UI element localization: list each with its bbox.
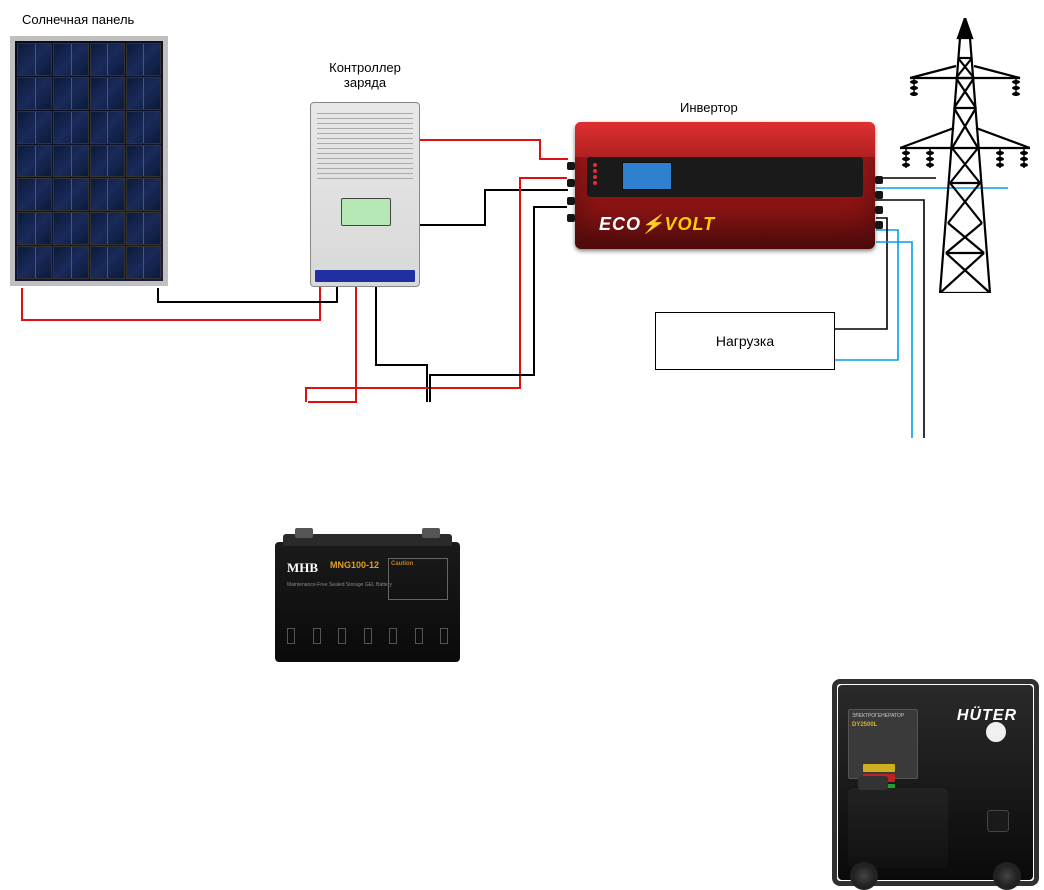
battery-caution-box: Caution (388, 558, 448, 600)
generator-control-panel: ЭЛЕКТРОГЕНЕРАТОР DY2500L (848, 709, 918, 779)
generator-wheel-right (993, 862, 1021, 890)
inverter-ports-left (567, 157, 575, 227)
battery-brand: MHB (287, 560, 318, 576)
generator-btn-1 (863, 764, 895, 772)
inverter: ECO⚡VOLT (575, 122, 875, 249)
load-box: Нагрузка (655, 312, 835, 370)
battery-spec-icons (287, 628, 448, 652)
solar-panel (10, 36, 168, 286)
generator-gauge (985, 721, 1007, 743)
controller-vents (317, 109, 413, 181)
inverter-panel (587, 157, 863, 197)
generator-engine (848, 788, 948, 868)
inverter-display (622, 162, 672, 190)
inverter-lightning-icon: ⚡ (641, 214, 664, 234)
inverter-brand: ECO⚡VOLT (599, 214, 715, 235)
battery-terminal-neg (422, 528, 440, 538)
controller-screen (341, 198, 391, 226)
battery-terminal-pos (295, 528, 313, 538)
power-pylon (900, 18, 1030, 293)
generator: HÜTER ЭЛЕКТРОГЕНЕРАТОР DY2500L (838, 685, 1033, 880)
generator-brand: HÜTER (957, 707, 1017, 725)
charge-controller (310, 102, 420, 287)
solar-panel-label: Солнечная панель (22, 12, 134, 27)
inverter-ports-right (875, 172, 880, 232)
inverter-label: Инвертор (680, 100, 738, 115)
diagram-canvas: Солнечная панель Контроллер заряда Инвер… (0, 0, 1044, 658)
generator-outlet (987, 810, 1009, 832)
battery: MHB MNG100-12 Maintenance-Free Sealed St… (275, 542, 460, 662)
inverter-brand-eco: ECO (599, 214, 641, 234)
load-label: Нагрузка (716, 333, 774, 349)
inverter-led-column (593, 163, 613, 189)
controller-label: Контроллер заряда (310, 60, 420, 90)
generator-model: DY2500L (849, 722, 917, 728)
generator-wheel-left (850, 862, 878, 890)
controller-brand-strip (315, 270, 415, 282)
generator-model-label: ЭЛЕКТРОГЕНЕРАТОР (849, 710, 917, 722)
battery-model: MNG100-12 (330, 560, 379, 570)
inverter-lid (575, 122, 875, 157)
battery-caution-text: Caution (391, 561, 445, 567)
inverter-brand-volt: VOLT (664, 214, 715, 234)
